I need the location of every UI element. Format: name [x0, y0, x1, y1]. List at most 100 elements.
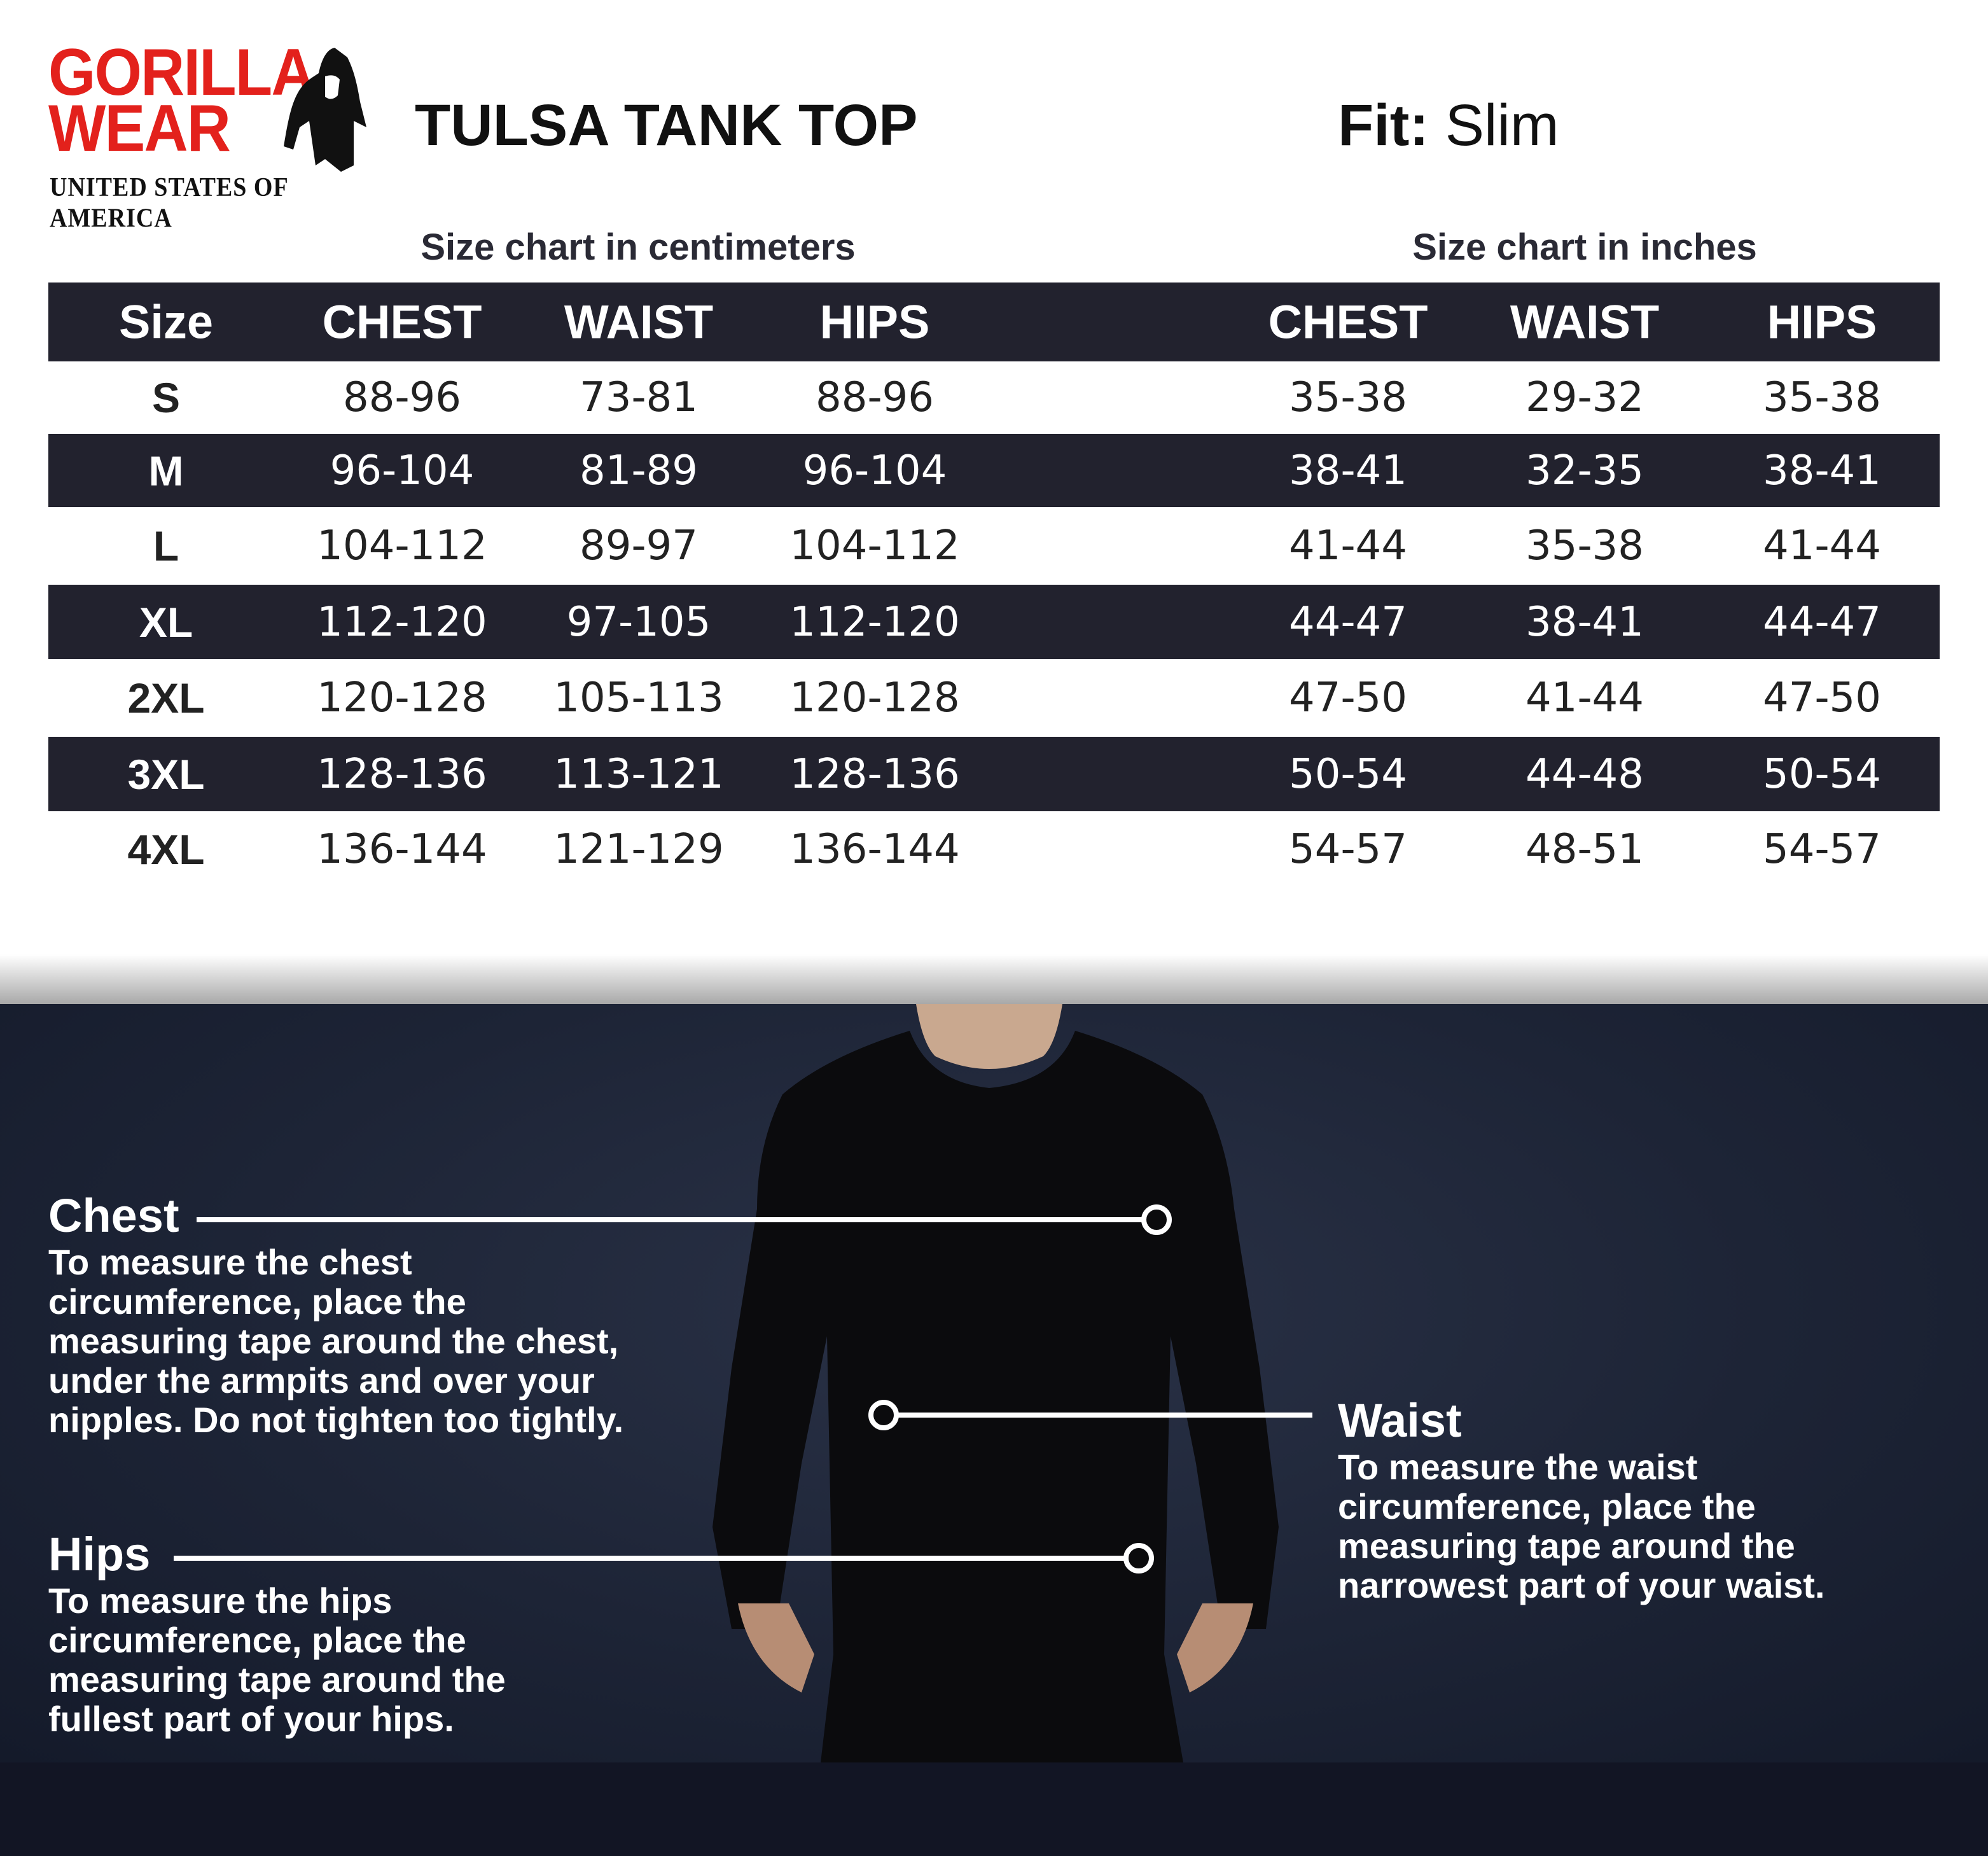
size-label: M	[148, 447, 184, 494]
table-cell: 128-136	[789, 750, 960, 798]
desc-line: under the armpits and over your	[48, 1360, 595, 1400]
fit-value: Slim	[1445, 93, 1559, 158]
desc-line: nipples. Do not tighten too tightly.	[48, 1400, 624, 1440]
table-cell: 41-44	[1526, 674, 1644, 722]
desc-line: measuring tape around the	[1338, 1526, 1795, 1566]
size-label: 2XL	[127, 674, 205, 722]
logo-tagline: UNITED STATES OF AMERICA	[50, 172, 288, 234]
waist-block: Waist To measure the waist circumference…	[1338, 1393, 1825, 1605]
fit-label: Fit:	[1338, 93, 1429, 158]
hips-block: Hips To measure the hips circumference, …	[48, 1527, 506, 1739]
table-cell: 73-81	[580, 374, 698, 421]
table-cell: 112-120	[317, 598, 487, 646]
table-cell: 96-104	[330, 447, 475, 494]
column-header: Size	[118, 295, 214, 349]
size-table: Size CHEST WAIST HIPS CHEST WAIST HIPS S 88-96 73…	[48, 283, 1940, 888]
size-label: 3XL	[127, 750, 205, 798]
table-row: L 104-112 89-97 104-112 41-44 35-38 41-44	[48, 507, 1940, 585]
column-header: HIPS	[1767, 295, 1877, 349]
table-cell: 44-48	[1526, 750, 1644, 798]
table-cell: 32-35	[1526, 447, 1644, 494]
hips-title: Hips	[48, 1528, 151, 1580]
logo-word-wear: WEAR	[48, 92, 231, 165]
table-cell: 38-41	[1763, 447, 1881, 494]
table-cell: 48-51	[1526, 826, 1644, 873]
table-cell: 50-54	[1763, 750, 1881, 798]
table-cell: 47-50	[1289, 674, 1407, 722]
desc-line: circumference, place the	[48, 1620, 466, 1660]
table-cell: 54-57	[1763, 826, 1881, 873]
fit-info: Fit: Slim	[1338, 92, 1559, 159]
table-cell: 38-41	[1526, 598, 1644, 646]
column-header: CHEST	[1268, 295, 1428, 349]
table-cell: 104-112	[789, 522, 960, 569]
model-neck	[916, 1004, 1062, 1069]
size-label: S	[151, 374, 181, 421]
table-cell: 105-113	[553, 674, 724, 722]
table-cell: 128-136	[317, 750, 487, 798]
table-cell: 104-112	[317, 522, 487, 569]
table-row: S 88-96 73-81 88-96 35-38 29-32 35-38	[48, 361, 1940, 434]
table-cell: 121-129	[553, 826, 724, 873]
table-cell: 120-128	[789, 674, 960, 722]
desc-line: measuring tape around the	[48, 1659, 506, 1699]
waist-description: To measure the waist circumference, plac…	[1338, 1448, 1825, 1605]
table-cell: 50-54	[1289, 750, 1407, 798]
desc-line: narrowest part of your waist.	[1338, 1565, 1825, 1605]
gorilla-wear-logo: GORILLA WEAR UNITED STATES OF AMERICA	[48, 36, 392, 233]
table-row: 4XL 136-144 121-129 136-144 54-57 48-51 54-57	[48, 811, 1940, 888]
table-cell: 97-105	[566, 598, 711, 646]
column-header: WAIST	[564, 295, 714, 349]
desc-line: fullest part of your hips.	[48, 1699, 454, 1739]
table-cell: 136-144	[317, 826, 487, 873]
table-cell: 38-41	[1289, 447, 1407, 494]
table-cell: 81-89	[580, 447, 698, 494]
model-left-hand	[738, 1603, 814, 1692]
section-shadow	[0, 954, 1988, 1005]
hips-marker-icon	[1123, 1543, 1154, 1573]
table-row: M 96-104 81-89 96-104 38-41 32-35 38-41	[48, 434, 1940, 507]
table-cell: 88-96	[816, 374, 934, 421]
table-cell: 88-96	[343, 374, 461, 421]
column-header: WAIST	[1510, 295, 1660, 349]
table-cell: 96-104	[802, 447, 947, 494]
desc-line: To measure the hips	[48, 1580, 393, 1621]
table-cell: 35-38	[1526, 522, 1644, 569]
desc-line: measuring tape around the chest,	[48, 1321, 619, 1361]
waist-title: Waist	[1338, 1394, 1462, 1447]
desc-line: To measure the waist	[1338, 1447, 1698, 1487]
product-title: TULSA TANK TOP	[415, 93, 918, 158]
chest-marker-icon	[1141, 1204, 1172, 1235]
model-shirt	[712, 1031, 1279, 1762]
inch-caption: Size chart in inches	[1412, 227, 1757, 268]
table-cell: 47-50	[1763, 674, 1881, 722]
table-cell: 44-47	[1763, 598, 1881, 646]
table-cell: 29-32	[1526, 374, 1644, 421]
chest-description: To measure the chest circumference, plac…	[48, 1243, 623, 1440]
cm-caption: Size chart in centimeters	[421, 227, 856, 268]
size-label: XL	[139, 598, 193, 646]
size-label: 4XL	[127, 826, 205, 873]
table-header-row: Size CHEST WAIST HIPS CHEST WAIST HIPS	[48, 283, 1940, 361]
table-cell: 41-44	[1289, 522, 1407, 569]
table-cell: 54-57	[1289, 826, 1407, 873]
column-header: CHEST	[322, 295, 482, 349]
column-header: HIPS	[819, 295, 930, 349]
desc-line: To measure the chest	[48, 1242, 412, 1282]
desc-line: circumference, place the	[48, 1281, 466, 1322]
table-cell: 44-47	[1289, 598, 1407, 646]
table-row: 2XL 120-128 105-113 120-128 47-50 41-44 47-50	[48, 659, 1940, 737]
waist-marker-icon	[868, 1400, 899, 1430]
table-cell: 41-44	[1763, 522, 1881, 569]
logo-word-gorilla: GORILLA	[48, 36, 315, 109]
table-cell: 35-38	[1763, 374, 1881, 421]
model-right-hand	[1177, 1603, 1253, 1692]
chest-block: Chest To measure the chest circumference…	[48, 1189, 623, 1440]
desc-line: circumference, place the	[1338, 1486, 1756, 1526]
size-label: L	[153, 522, 179, 569]
table-cell: 112-120	[789, 598, 960, 646]
bottom-band	[0, 1762, 1988, 1856]
table-cell: 120-128	[317, 674, 487, 722]
table-row: XL 112-120 97-105 112-120 44-47 38-41 44-47	[48, 585, 1940, 659]
table-cell: 113-121	[553, 750, 724, 798]
